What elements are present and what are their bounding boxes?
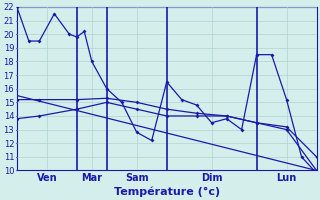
X-axis label: Température (°c): Température (°c): [114, 186, 220, 197]
